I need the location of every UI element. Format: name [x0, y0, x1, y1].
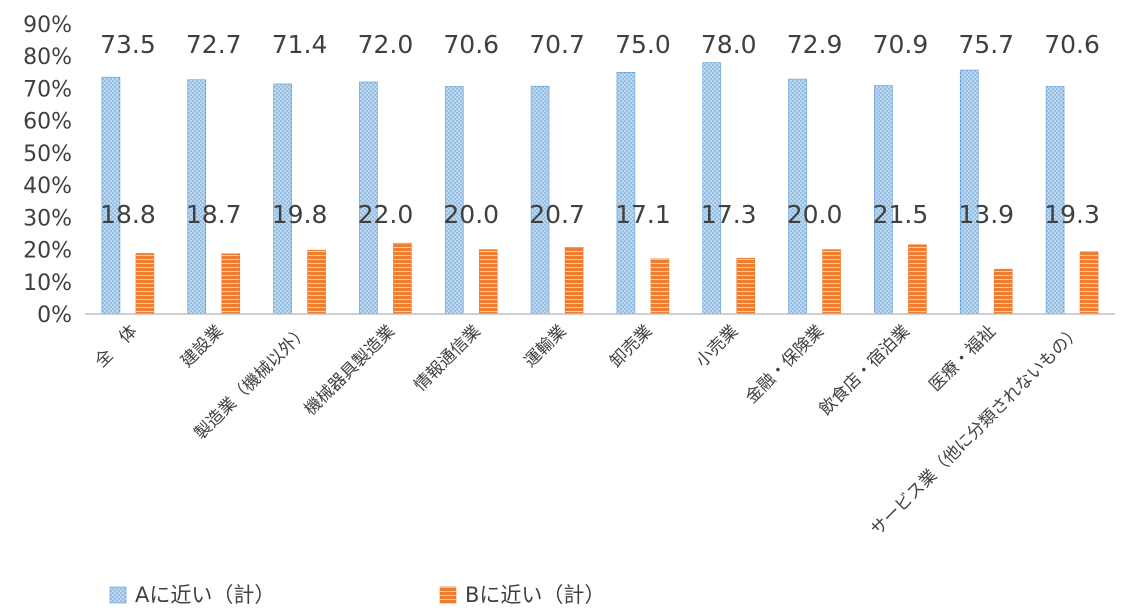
category-label: 機械器具製造業	[301, 321, 399, 419]
data-label-series-a: 72.7	[186, 30, 242, 59]
data-labels: 73.5 18.8 72.7 18.7 71.4 19.8 72.0 22.0 70.6 20.0…	[100, 30, 1100, 229]
bar-series-b	[307, 249, 326, 315]
data-label-series-b: 22.0	[358, 200, 414, 229]
bar-series-b	[1079, 251, 1099, 315]
category-label: 情報通信業	[411, 321, 485, 395]
bar-series-a	[959, 69, 979, 315]
category-label: 建設業	[177, 321, 227, 371]
x-axis: 全 体建設業製造業（機械以外）機械器具製造業 情報通信業 運輸業 卸売業 小売業 金融・保…	[85, 313, 1115, 540]
bar-series-b	[908, 244, 927, 315]
data-label-series-b: 19.3	[1044, 200, 1100, 229]
y-tick-label: 30%	[23, 206, 72, 231]
bars	[101, 62, 1099, 315]
y-tick-label: 60%	[23, 110, 72, 135]
bar-series-a	[702, 62, 722, 315]
y-tick-label: 40%	[23, 174, 72, 199]
data-label-series-b: 17.1	[615, 200, 671, 229]
data-label-series-b: 19.8	[272, 200, 328, 229]
bar-series-b	[993, 268, 1013, 315]
data-label-series-a: 72.0	[358, 30, 414, 59]
data-label-series-b: 17.3	[701, 200, 757, 229]
data-label-series-b: 21.5	[873, 200, 929, 229]
bar-series-a	[359, 81, 378, 315]
bar-series-a	[788, 78, 807, 315]
category-label: 医療・福祉	[926, 321, 1000, 395]
data-label-series-a: 71.4	[272, 30, 328, 59]
data-label-series-a: 73.5	[100, 30, 156, 59]
bar-series-b	[650, 258, 670, 315]
data-label-series-a: 70.6	[443, 30, 499, 59]
bar-series-b	[822, 249, 841, 315]
bar-series-b	[393, 242, 412, 315]
category-label: 運輸業	[520, 321, 570, 371]
y-tick-label: 80%	[23, 45, 72, 70]
bar-series-a	[273, 83, 292, 315]
category-label: 小売業	[692, 321, 742, 371]
data-label-series-a: 70.9	[873, 30, 929, 59]
y-tick-label: 20%	[23, 239, 72, 264]
data-label-series-a: 70.6	[1044, 30, 1100, 59]
category-label: 飲食店・宿泊業	[816, 321, 914, 419]
bar-series-b	[135, 253, 155, 315]
legend: Aに近い（計） Bに近い（計）	[109, 583, 605, 607]
data-label-series-b: 18.7	[186, 200, 242, 229]
y-tick-label: 70%	[23, 77, 72, 102]
data-label-series-a: 78.0	[701, 30, 757, 59]
bar-series-a	[616, 72, 636, 315]
y-tick-label: 50%	[23, 142, 72, 167]
legend-swatch-series-a	[109, 586, 127, 604]
y-tick-label: 90%	[23, 13, 72, 38]
y-tick-label: 10%	[23, 271, 72, 296]
data-label-series-a: 70.7	[529, 30, 585, 59]
legend-swatch-series-b	[439, 586, 457, 604]
data-label-series-b: 20.0	[443, 200, 499, 229]
data-label-series-b: 20.0	[787, 200, 843, 229]
data-label-series-a: 75.7	[958, 30, 1014, 59]
data-label-series-b: 20.7	[529, 200, 585, 229]
data-label-series-a: 75.0	[615, 30, 671, 59]
bar-series-a	[187, 79, 207, 315]
bar-series-b	[564, 247, 584, 315]
data-label-series-a: 72.9	[787, 30, 843, 59]
legend-label-series-a: Aに近い（計）	[135, 583, 275, 607]
category-label: 卸売業	[606, 321, 656, 371]
bar-series-a	[101, 76, 121, 315]
y-axis: 0% 10% 20% 30% 40% 50% 60% 70% 80% 90%	[23, 13, 72, 328]
legend-label-series-b: Bに近い（計）	[465, 583, 605, 607]
bar-series-b	[478, 249, 498, 315]
category-label: 全 体	[91, 321, 141, 371]
category-label: 金融・保険業	[742, 321, 828, 407]
bar-series-b	[221, 253, 241, 315]
data-label-series-b: 13.9	[958, 200, 1014, 229]
bar-series-b	[736, 257, 756, 315]
data-label-series-b: 18.8	[100, 200, 156, 229]
y-tick-label: 0%	[37, 303, 72, 328]
